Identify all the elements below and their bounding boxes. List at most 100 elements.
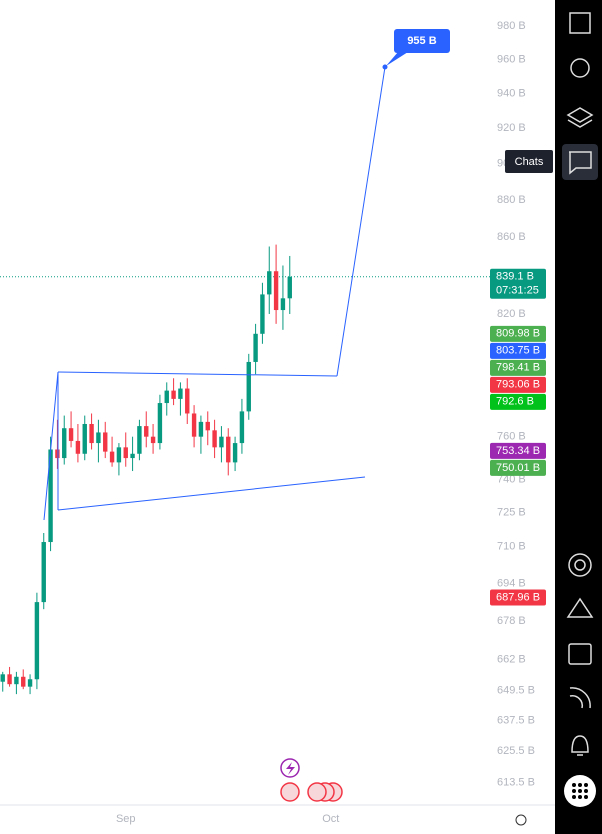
trend-line <box>43 371 59 521</box>
layers-icon[interactable] <box>566 107 594 128</box>
candle-body <box>144 426 149 437</box>
candle-body <box>232 443 238 463</box>
candle-body <box>260 294 265 334</box>
candle-body <box>205 421 210 431</box>
notifications-icon[interactable] <box>571 735 589 756</box>
trend-line <box>57 476 366 511</box>
candle-body <box>89 423 94 444</box>
candle-body <box>239 411 245 444</box>
y-tick-label: 625.5 B <box>497 745 535 757</box>
countdown: 07:31:25 <box>496 285 539 297</box>
y-tick-label: 710 B <box>497 540 526 552</box>
callout-pointer <box>386 52 408 66</box>
candle-body <box>287 276 292 299</box>
price-tag <box>490 376 546 393</box>
candle-body <box>198 421 204 437</box>
events <box>280 758 343 802</box>
candle-body <box>219 436 224 448</box>
event-icon[interactable] <box>280 782 300 802</box>
target-callout: 955 B <box>386 29 450 66</box>
candle-body <box>246 361 251 412</box>
price-tag-text: 839.1 B <box>496 271 534 283</box>
candle-body <box>116 447 122 463</box>
candle-body <box>34 602 40 680</box>
y-tick-label: 637.5 B <box>497 714 535 726</box>
y-tick-label: 960 B <box>497 53 526 65</box>
price-tag <box>490 268 546 299</box>
price-tag <box>490 589 546 606</box>
candle-body <box>27 679 33 687</box>
candle-body <box>267 271 272 295</box>
callout-box <box>394 29 450 53</box>
price-tag-text: 793.06 B <box>496 379 540 391</box>
toolbar-bg <box>555 0 602 834</box>
trend-line <box>57 371 338 377</box>
price-tags: 839.1 B 07:31:25 809.98 B 803.75 B 798.41 B 7… <box>490 268 546 606</box>
y-tick-label: 725 B <box>497 507 526 519</box>
candle-body <box>103 432 108 452</box>
candle-body <box>41 542 46 603</box>
hotlist-icon[interactable] <box>568 553 592 577</box>
candle-body <box>55 449 60 459</box>
y-tick-label: 694 B <box>497 577 526 589</box>
watchlist-icon[interactable] <box>569 12 591 34</box>
price-tag <box>490 325 546 342</box>
y-tick-label: 740 B <box>497 474 526 486</box>
price-tag-text: 687.96 B <box>496 591 540 603</box>
alerts-icon[interactable] <box>570 58 590 78</box>
price-tag <box>490 342 546 359</box>
candle-body <box>96 432 101 444</box>
candle-body <box>212 430 217 448</box>
drawings <box>43 64 388 521</box>
candle-body <box>62 428 67 459</box>
candle-body <box>164 390 169 404</box>
candle-body <box>7 674 12 685</box>
candle-body <box>123 447 128 459</box>
tooltip-text: Chats <box>515 156 544 168</box>
candle-body <box>109 451 115 463</box>
event-glyph <box>286 762 295 775</box>
candle-body <box>185 388 190 414</box>
candle-body <box>191 413 197 437</box>
projection-line <box>336 66 386 377</box>
callout-text: 955 B <box>407 35 436 47</box>
price-tag <box>490 359 546 376</box>
price-tag-text: 753.34 B <box>496 445 540 457</box>
candle-body <box>130 453 135 459</box>
candle-body <box>171 390 176 399</box>
y-tick-label: 860 B <box>497 231 526 243</box>
candle-body <box>157 403 163 444</box>
chats-button[interactable] <box>562 144 598 180</box>
chats-icon <box>569 151 592 175</box>
y-tick-label: 613.5 B <box>497 776 535 788</box>
candle-body <box>253 333 258 362</box>
ideas-icon[interactable] <box>566 597 594 618</box>
y-tick-label: 662 B <box>497 654 526 666</box>
y-tick-label: 880 B <box>497 194 526 206</box>
price-tag-text: 803.75 B <box>496 345 540 357</box>
toolbar <box>555 0 602 834</box>
settings-icon[interactable] <box>515 814 527 826</box>
candle-body <box>178 388 183 399</box>
event-icon[interactable] <box>307 782 327 802</box>
stream-icon[interactable] <box>569 687 591 709</box>
y-tick-label: 980 B <box>497 20 526 32</box>
calendar-icon[interactable] <box>568 643 592 665</box>
candle-body <box>280 298 286 311</box>
candle-body <box>137 426 142 454</box>
price-tag-text: 750.01 B <box>496 462 540 474</box>
hotlist-icon-inner <box>574 559 586 571</box>
candle-body <box>82 423 87 454</box>
y-tick-label: 940 B <box>497 87 526 99</box>
y-tick-label: 820 B <box>497 308 526 320</box>
apps-dots <box>572 783 588 799</box>
tooltip-box <box>505 150 553 173</box>
price-tag <box>490 442 546 459</box>
candle-body <box>14 676 19 685</box>
candle-body <box>68 428 74 441</box>
y-tick-label: 649.5 B <box>497 684 535 696</box>
x-tick-label: Sep <box>116 813 136 825</box>
y-tick-label: 920 B <box>497 122 526 134</box>
